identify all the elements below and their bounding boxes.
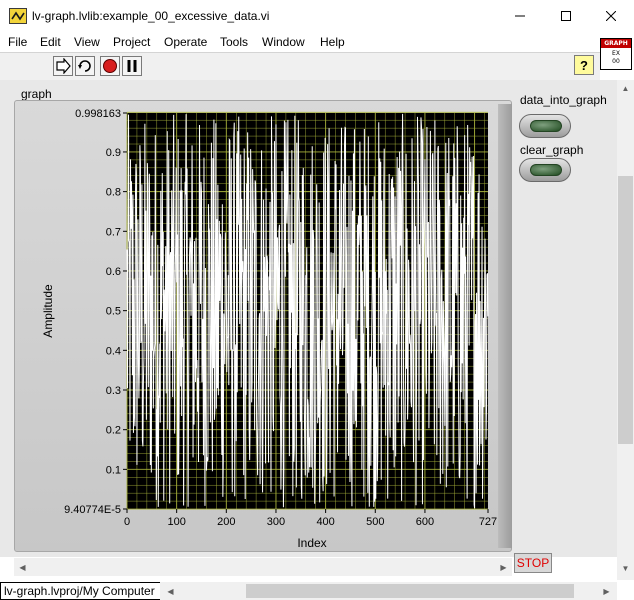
x-axis: 0 100 200 300 400 500 600 727 bbox=[124, 509, 497, 528]
maximize-button[interactable] bbox=[543, 0, 589, 32]
abort-icon bbox=[103, 59, 117, 73]
x-axis-label: Index bbox=[297, 536, 326, 550]
scroll-right-icon[interactable]: ▶ bbox=[500, 563, 507, 572]
y-axis-label: Amplitude bbox=[41, 284, 55, 338]
y-axis: 9.40774E-5 0.1 0.2 0.3 0.4 0.5 0.6 0.7 0.8 0.9 0.9… bbox=[64, 108, 127, 516]
data-into-graph-label: data_into_graph bbox=[520, 93, 607, 107]
vi-icon-line1: EX bbox=[612, 50, 620, 57]
minimize-button[interactable] bbox=[497, 0, 543, 32]
y-tick-label: 0.6 bbox=[106, 266, 121, 278]
y-tick-label: 0.4 bbox=[106, 345, 121, 357]
pause-icon bbox=[127, 60, 137, 72]
y-tick-label: 0.998163 bbox=[75, 108, 121, 120]
close-button[interactable] bbox=[588, 0, 634, 32]
run-arrow-icon bbox=[56, 58, 71, 74]
run-continuously-button[interactable] bbox=[75, 56, 95, 76]
minimize-icon bbox=[515, 15, 525, 17]
pause-button[interactable] bbox=[122, 56, 142, 76]
y-tick-label: 9.40774E-5 bbox=[64, 504, 121, 516]
window-horizontal-scrollbar[interactable]: ◀ ▶ bbox=[160, 582, 617, 600]
panel-horizontal-scrollbar[interactable]: ◀ ▶ bbox=[14, 558, 512, 576]
x-tick-label: 500 bbox=[366, 516, 384, 528]
project-status-label: lv-graph.lvproj/My Computer bbox=[0, 582, 163, 600]
vertical-scroll-thumb[interactable] bbox=[618, 176, 633, 444]
menu-operate[interactable]: Operate bbox=[164, 35, 208, 49]
context-help-button[interactable]: ? bbox=[574, 55, 594, 75]
window-title: lv-graph.lvlib:example_00_excessive_data… bbox=[32, 9, 270, 23]
y-tick-label: 0.3 bbox=[106, 385, 121, 397]
x-tick-label: 0 bbox=[124, 516, 130, 528]
menu-window[interactable]: Window bbox=[262, 35, 305, 49]
scroll-right-icon[interactable]: ▶ bbox=[603, 587, 610, 596]
menu-bar: File Edit View Project Operate Tools Win… bbox=[0, 32, 634, 52]
scroll-left-icon[interactable]: ◀ bbox=[19, 563, 26, 572]
data-into-graph-button[interactable] bbox=[519, 114, 571, 138]
horizontal-scroll-thumb[interactable] bbox=[246, 584, 574, 598]
menu-edit[interactable]: Edit bbox=[40, 35, 61, 49]
maximize-icon bbox=[561, 11, 571, 21]
vi-icon[interactable]: GRAPH EX 00 bbox=[600, 38, 632, 70]
front-panel: graph 9.40774E-5 0.1 0.2 0.3 0.4 0.5 0.6 0.7 0.8… bbox=[0, 80, 617, 573]
led-indicator bbox=[530, 120, 562, 132]
x-tick-label: 400 bbox=[316, 516, 334, 528]
x-tick-label: 727 bbox=[479, 516, 497, 528]
x-tick-label: 200 bbox=[217, 516, 235, 528]
scroll-down-icon[interactable]: ▼ bbox=[621, 564, 630, 573]
y-tick-label: 0.2 bbox=[106, 425, 121, 437]
graph-frame-shade bbox=[498, 104, 512, 548]
y-tick-label: 0.1 bbox=[106, 464, 121, 476]
menu-view[interactable]: View bbox=[74, 35, 100, 49]
vi-icon-line2: 00 bbox=[612, 58, 620, 65]
x-tick-label: 100 bbox=[167, 516, 185, 528]
y-tick-label: 0.5 bbox=[106, 306, 121, 318]
x-tick-label: 300 bbox=[267, 516, 285, 528]
clear-graph-label: clear_graph bbox=[520, 143, 584, 157]
y-tick-label: 0.8 bbox=[106, 187, 121, 199]
clear-graph-button[interactable] bbox=[519, 158, 571, 182]
y-tick-label: 0.7 bbox=[106, 226, 121, 238]
title-bar: lv-graph.lvlib:example_00_excessive_data… bbox=[0, 0, 634, 32]
menu-project[interactable]: Project bbox=[113, 35, 151, 49]
waveform-graph[interactable]: 9.40774E-5 0.1 0.2 0.3 0.4 0.5 0.6 0.7 0.8 0.9 0.9… bbox=[0, 80, 517, 557]
scroll-left-icon[interactable]: ◀ bbox=[167, 587, 174, 596]
run-button[interactable] bbox=[53, 56, 73, 76]
y-tick-label: 0.9 bbox=[106, 147, 121, 159]
close-icon bbox=[606, 11, 616, 21]
menu-file[interactable]: File bbox=[8, 35, 28, 49]
data-trace bbox=[126, 113, 489, 509]
menu-tools[interactable]: Tools bbox=[220, 35, 249, 49]
scroll-up-icon[interactable]: ▲ bbox=[621, 84, 630, 93]
led-indicator bbox=[530, 164, 562, 176]
graph-label: graph bbox=[21, 87, 52, 101]
labview-app-icon bbox=[9, 8, 27, 24]
abort-button[interactable] bbox=[100, 56, 120, 76]
run-continuously-icon bbox=[78, 60, 91, 72]
x-tick-label: 600 bbox=[416, 516, 434, 528]
stop-button[interactable]: STOP bbox=[514, 553, 552, 573]
vertical-scrollbar[interactable]: ▲ ▼ bbox=[617, 80, 634, 580]
vi-icon-band: GRAPH bbox=[601, 39, 631, 48]
toolbar bbox=[0, 52, 600, 80]
menu-help[interactable]: Help bbox=[320, 35, 345, 49]
